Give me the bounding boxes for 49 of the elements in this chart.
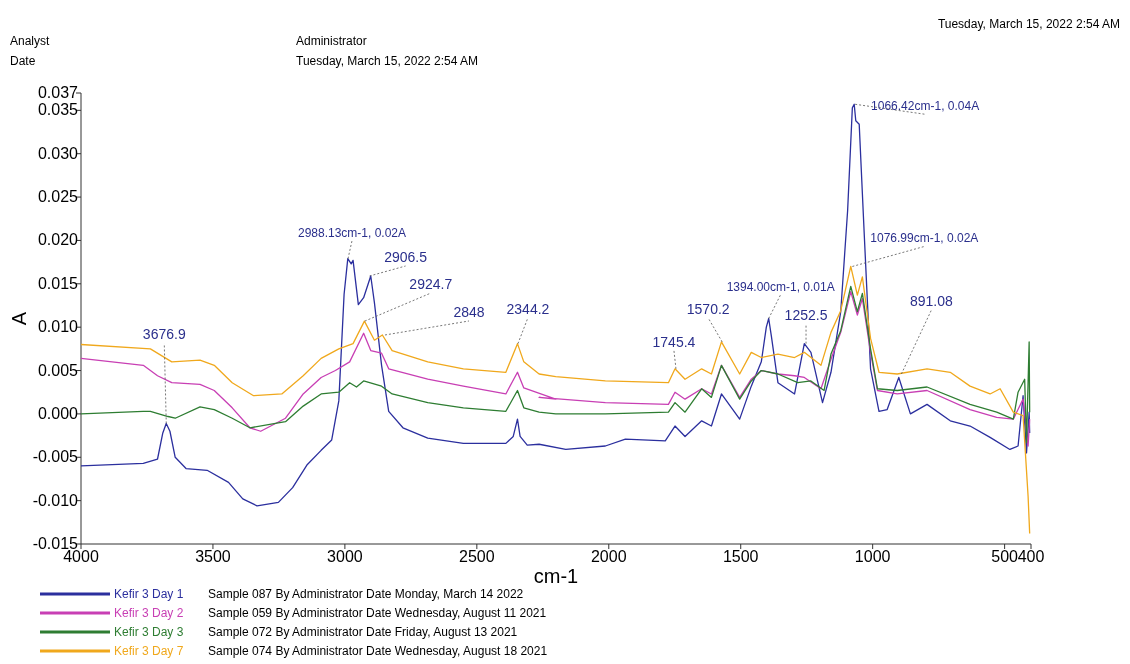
annotation: 2988.13cm-1, 0.02A xyxy=(297,225,407,240)
text: Administrator xyxy=(296,34,367,48)
x-tick-label: 1500 xyxy=(722,548,759,565)
x-tick-label: 3000 xyxy=(327,548,363,565)
text: Sample 072 By Administrator Date Friday, August 13 2021 xyxy=(208,625,518,639)
text: Sample 087 By Administrator Date Monday, March 14 2022 xyxy=(208,587,524,601)
y-tick-label: 0.015 xyxy=(37,274,79,292)
x-tick-label: 2000 xyxy=(590,548,627,565)
annotation: 1394.00cm-1, 0.01A xyxy=(726,279,835,294)
x-tick-label: 500 xyxy=(991,548,1019,565)
text: Kefir 3 Day 7 xyxy=(114,644,184,658)
text: Sample 059 By Administrator Date Wednesday, August 11 2021 xyxy=(208,606,547,620)
text: Kefir 3 Day 1 xyxy=(114,587,184,601)
x-tick-label: 400 xyxy=(1017,548,1045,565)
y-tick-label: 0.030 xyxy=(37,144,79,162)
y-tick-label: 0.010 xyxy=(37,318,79,336)
x-tick-label: 2500 xyxy=(459,548,495,565)
annotation: 1745.4 xyxy=(652,333,696,350)
text: Kefir 3 Day 3 xyxy=(114,625,184,639)
annotation: 1570.2 xyxy=(686,300,730,317)
y-tick-label: -0.010 xyxy=(32,491,79,509)
text: Kefir 3 Day 2 xyxy=(114,606,184,620)
y-tick-label: 0.037 xyxy=(37,84,79,101)
text: Sample 074 By Administrator Date Wednesday, August 18 2021 xyxy=(208,644,548,658)
annotation: 891.08 xyxy=(910,293,954,310)
annotation: 1252.5 xyxy=(784,306,828,323)
line-series xyxy=(80,103,1031,507)
y-tick-label: -0.005 xyxy=(32,448,79,466)
text: Tuesday, March 15, 2022 2:54 AM xyxy=(937,17,1120,31)
annotation: 2924.7 xyxy=(409,276,453,293)
y-tick-label: 0.035 xyxy=(37,101,79,119)
text: Analyst xyxy=(10,34,51,48)
y-tick-label: 0.025 xyxy=(37,188,79,206)
y-axis-title: A xyxy=(8,311,30,326)
y-tick-label: 0.020 xyxy=(37,231,79,249)
annotation: 3676.9 xyxy=(142,326,186,343)
annotation: 2848 xyxy=(453,303,485,320)
text: Tuesday, March 15, 2022 2:54 AM xyxy=(296,54,479,68)
annotation: 1076.99cm-1, 0.02A xyxy=(870,231,979,246)
annotation: 1066.42cm-1, 0.04A xyxy=(871,99,980,114)
line-series xyxy=(80,265,1031,535)
y-tick-label: 0.000 xyxy=(37,404,79,422)
x-axis-title: cm-1 xyxy=(533,565,579,587)
text: Date xyxy=(10,54,36,68)
x-tick-label: 1000 xyxy=(854,548,891,565)
annotation: 2906.5 xyxy=(384,249,428,265)
annotation: 2344.2 xyxy=(506,300,550,317)
y-tick-label: 0.005 xyxy=(37,361,79,379)
x-tick-label: 3500 xyxy=(195,548,231,565)
